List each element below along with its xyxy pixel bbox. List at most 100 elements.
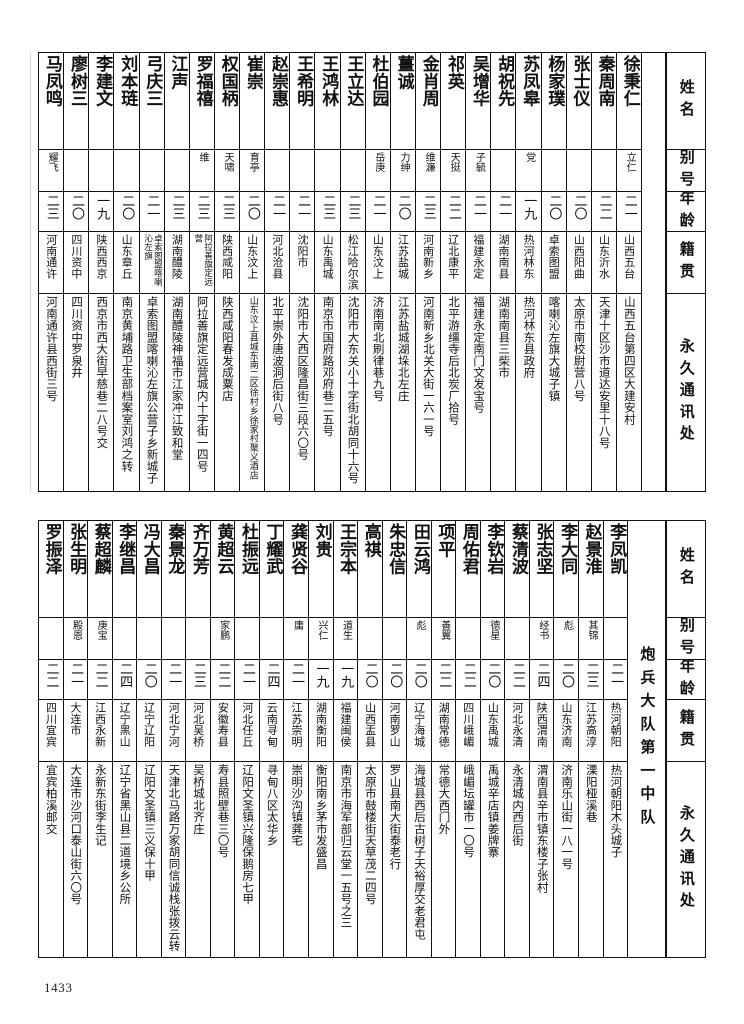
- roster-record[interactable]: 廖树三 二〇 四川资中 四川资中罗泉井: [63, 53, 89, 491]
- cell-origin: 安徽寿县: [210, 699, 235, 761]
- roster-record[interactable]: 李继昌 二四 辽宁黑山 辽宁省黑山县二道境乡公所: [111, 521, 137, 957]
- roster-record[interactable]: 黄超云 家鹏 二二 安徽寿县 寿县照壁巷三〇号: [209, 521, 235, 957]
- roster-record[interactable]: 张生明 殿恩 二一 大连市 大连市沙河口泰山街六〇号: [62, 521, 88, 957]
- value-origin: 山西阳曲: [572, 234, 586, 279]
- header-label-address: 永久通讯处: [677, 338, 696, 447]
- roster-record[interactable]: 王鸿林 二三 山东禹城 南京市国府路邓府巷二五号: [314, 53, 340, 491]
- roster-record[interactable]: 丁耀武 二四 云南寻甸 寻甸八区太华乡: [258, 521, 284, 957]
- roster-record[interactable]: 苏凤皋党一九 热河林东 热河林东县政府: [515, 53, 541, 491]
- roster-record[interactable]: 周佑君 二二 四川峨嵋 峨嵋坛罐市一〇号: [455, 521, 480, 957]
- value-name: 廖树三: [67, 55, 88, 108]
- roster-record[interactable]: 王立达 二三 松江哈尔滨 沈阳市大东关小十字街北胡同十六号: [339, 53, 365, 491]
- value-address: 河南新乡北关大街一六一号: [421, 296, 436, 437]
- roster-record[interactable]: 秦景龙 二一 河北宁河 天津北马路万家胡同信诚栈张拨云转: [160, 521, 186, 957]
- roster-record[interactable]: 杨家璞 二〇 卓索图盟 喀喇沁左旗大城子镇: [540, 53, 566, 491]
- roster-record[interactable]: 赵崇惠 二一 河北沧县 北平崇外唐波洞后街八号: [264, 53, 290, 491]
- value-age: 二〇: [411, 662, 427, 689]
- value-origin: 辽宁海城: [412, 702, 426, 747]
- roster-record[interactable]: 刘贵 兴仁 一九 湖南衡阳 衡阳南乡茅市发盛昌: [308, 521, 333, 957]
- cell-name: 崔崇: [240, 53, 264, 149]
- roster-record[interactable]: 李建文 一九 陕西西京 西京市西大街早慈巷二八号交: [88, 53, 114, 491]
- roster-record[interactable]: 江声 二三 湖南醴陵 湖南醴陵神福市江家冲江致和堂: [163, 53, 189, 491]
- cell-alias: [290, 149, 315, 191]
- value-origin: 大连市: [69, 702, 83, 736]
- value-age: 二一: [295, 194, 311, 221]
- value-origin: 山东济南: [559, 702, 573, 747]
- value-address: 福建永定南门文发宝号: [472, 296, 487, 414]
- cell-address: 崇明沙沟镇龚宅: [284, 761, 309, 957]
- roster-record[interactable]: 齐万芳 二三 河北吴桥 吴桥城北齐庄: [185, 521, 210, 957]
- cell-origin: 陕西咸阳: [214, 231, 239, 293]
- roster-record[interactable]: 项平 善翼 二二 湖南常德 常德大西门外: [430, 521, 456, 957]
- roster-record[interactable]: 祁英 天挺 二二 辽北康平 北平游缰寺后北炭厂拾号: [440, 53, 466, 491]
- value-name: 龚贤谷: [287, 523, 308, 576]
- cell-name: 胡祝先: [491, 53, 515, 149]
- cell-alias: 耀飞: [39, 149, 64, 191]
- cell-name: 蔡超麟: [88, 521, 112, 617]
- cell-origin: 江苏高淳: [579, 699, 603, 761]
- roster-record[interactable]: 秦周南 二二 山东沂水 天津十区沙市道达安里十八号: [590, 53, 616, 491]
- header-cell-age: 年龄: [667, 659, 706, 699]
- value-origin: 山东沂水: [597, 234, 611, 279]
- roster-record[interactable]: 李大同彪二〇 山东济南 济南乐山街一八一号: [553, 521, 579, 957]
- roster-record[interactable]: 张士仪 二〇 山西阳曲 太原市南校尉营八号: [565, 53, 591, 491]
- value-name: 弓庆三: [142, 55, 163, 108]
- cell-alias: [259, 617, 284, 659]
- roster-record[interactable]: 赵景淮 其锦 二三 江苏高淳 溧阳桠溪巷: [578, 521, 603, 957]
- roster-record[interactable]: 张志坚 经书 二四 陕西渭南 渭南县辛市镇东楼子张村: [528, 521, 554, 957]
- roster-record[interactable]: 王宗本 道生 一九 福建闽侯 南京市海军部归云堂一五号之三: [332, 521, 358, 957]
- value-origin: 河南通许: [44, 234, 58, 279]
- value-name: 刘贵: [311, 523, 332, 558]
- value-age: 二一: [166, 662, 182, 689]
- roster-record[interactable]: 权国柄 天啸 二三 陕西咸阳 陕西咸阳春发成粟店: [213, 53, 239, 491]
- cell-origin: 江苏崇明: [284, 699, 309, 761]
- value-address: 卓索图盟喀喇沁左旗公营子乡新城子: [145, 296, 160, 484]
- roster-record[interactable]: 刘本琏 二〇 山东章丘 南京黄埔路卫生部档案室刘鸿之转: [113, 53, 139, 491]
- cell-alias: [112, 617, 137, 659]
- value-address: 济南乐山街一八一号: [560, 764, 575, 870]
- value-address: 大连市沙河口泰山街六〇号: [69, 764, 84, 905]
- roster-record[interactable]: 薑诚 力绅 二〇 江苏盐城 江苏盐城湖垛北左庄: [389, 53, 415, 491]
- value-name: 张士仪: [569, 55, 590, 108]
- cell-alias: [456, 617, 480, 659]
- value-origin: 辽宁辽阳: [142, 702, 156, 747]
- value-age: 二〇: [546, 194, 562, 221]
- roster-record[interactable]: 弓庆三 二一 卓索图盟喀喇沁左旗 卓索图盟喀喇沁左旗公营子乡新城子: [138, 53, 164, 491]
- roster-record[interactable]: 金肖周 维濂 二三 河南新乡 河南新乡北关大街一六一号: [414, 53, 440, 491]
- roster-record[interactable]: 胡祝先 二一 湖南南县 湖南南县三柴市: [490, 53, 516, 491]
- roster-record[interactable]: 朱忠信 二〇 河南罗山 罗山县南大街泰老行: [381, 521, 407, 957]
- roster-record[interactable]: 蔡超麟 庚宝 二二 江西永新 永新东街李生记: [87, 521, 112, 957]
- cell-origin: 河南通许: [39, 231, 64, 293]
- roster-record[interactable]: 冯大昌 二〇 辽宁辽阳 辽阳文圣镇三义保十甲: [136, 521, 161, 957]
- cell-origin: 云南寻甸: [259, 699, 284, 761]
- roster-record[interactable]: 吴增华 子毓 二一 福建永定 福建永定南门文发宝号: [465, 53, 491, 491]
- value-age: 二二: [445, 194, 461, 221]
- roster-record[interactable]: 马凤鸣 耀飞 二三 河南通许 河南通许县西街三号: [39, 53, 64, 491]
- roster-record[interactable]: 罗福禧维二三 阿拉善旗定远营 阿拉善旗定远营城内十字街一四号: [188, 53, 214, 491]
- roster-record[interactable]: 杜振远 二一 河北任丘 辽阳文圣镇兴隆保鹅房七甲: [234, 521, 259, 957]
- value-address: 河南通许县西街三号: [45, 296, 60, 402]
- value-age: 二〇: [68, 194, 84, 221]
- value-name: 杜振远: [237, 523, 258, 576]
- value-origin: 江苏盐城: [396, 234, 410, 279]
- roster-record[interactable]: 罗振泽 二二 四川宜宾 宜宾柏溪邮交: [39, 521, 63, 957]
- roster-record[interactable]: 田云鸿彪二〇 辽宁海城 海城县西后古树子天裕厚交老君屯: [406, 521, 431, 957]
- roster-record[interactable]: 王希明 二一 沈阳市 沈阳市大西区隆昌街三段六〇号: [289, 53, 315, 491]
- cell-origin: 河北永清: [505, 699, 529, 761]
- roster-record[interactable]: 蔡清波 二二 河北永清 永清城内西后街: [504, 521, 529, 957]
- roster-record[interactable]: 李钦岩 德星 二〇 山东禹城 禹城辛店镇姜牌寨: [479, 521, 505, 957]
- roster-record[interactable]: 高祺 二〇 山西盂县 太原市鼓楼街天草茂二四号: [357, 521, 382, 957]
- roster-record[interactable]: 杜伯园 岳庚 二一 山东汶上 济南南北刷律巷九号: [364, 53, 390, 491]
- cell-name: 田云鸿: [407, 521, 431, 617]
- roster-record[interactable]: 龚贤谷庸二一 江苏崇明 崇明沙沟镇龚宅: [283, 521, 309, 957]
- value-age: 二三: [169, 194, 185, 221]
- roster-record[interactable]: 徐秉仁 立仁 二一 山西五台 山西五台第四区大建安村: [615, 53, 641, 491]
- roster-record[interactable]: 李凤凯 二一 热河朝阳 热河朝阳木头城子: [602, 521, 628, 957]
- roster-record[interactable]: 崔崇 育亭 二〇 山东汶上 山东汶上县城东南二区徐村乡徐家村聚义酒店: [239, 53, 265, 491]
- cell-origin: 辽宁海城: [407, 699, 431, 761]
- cell-age: 一九: [309, 659, 333, 699]
- cell-origin: 阿拉善旗定远营: [189, 231, 214, 293]
- cell-age: 二〇: [407, 659, 431, 699]
- value-name: 马凤鸣: [41, 55, 62, 108]
- header-label-origin: 籍贯: [677, 240, 696, 285]
